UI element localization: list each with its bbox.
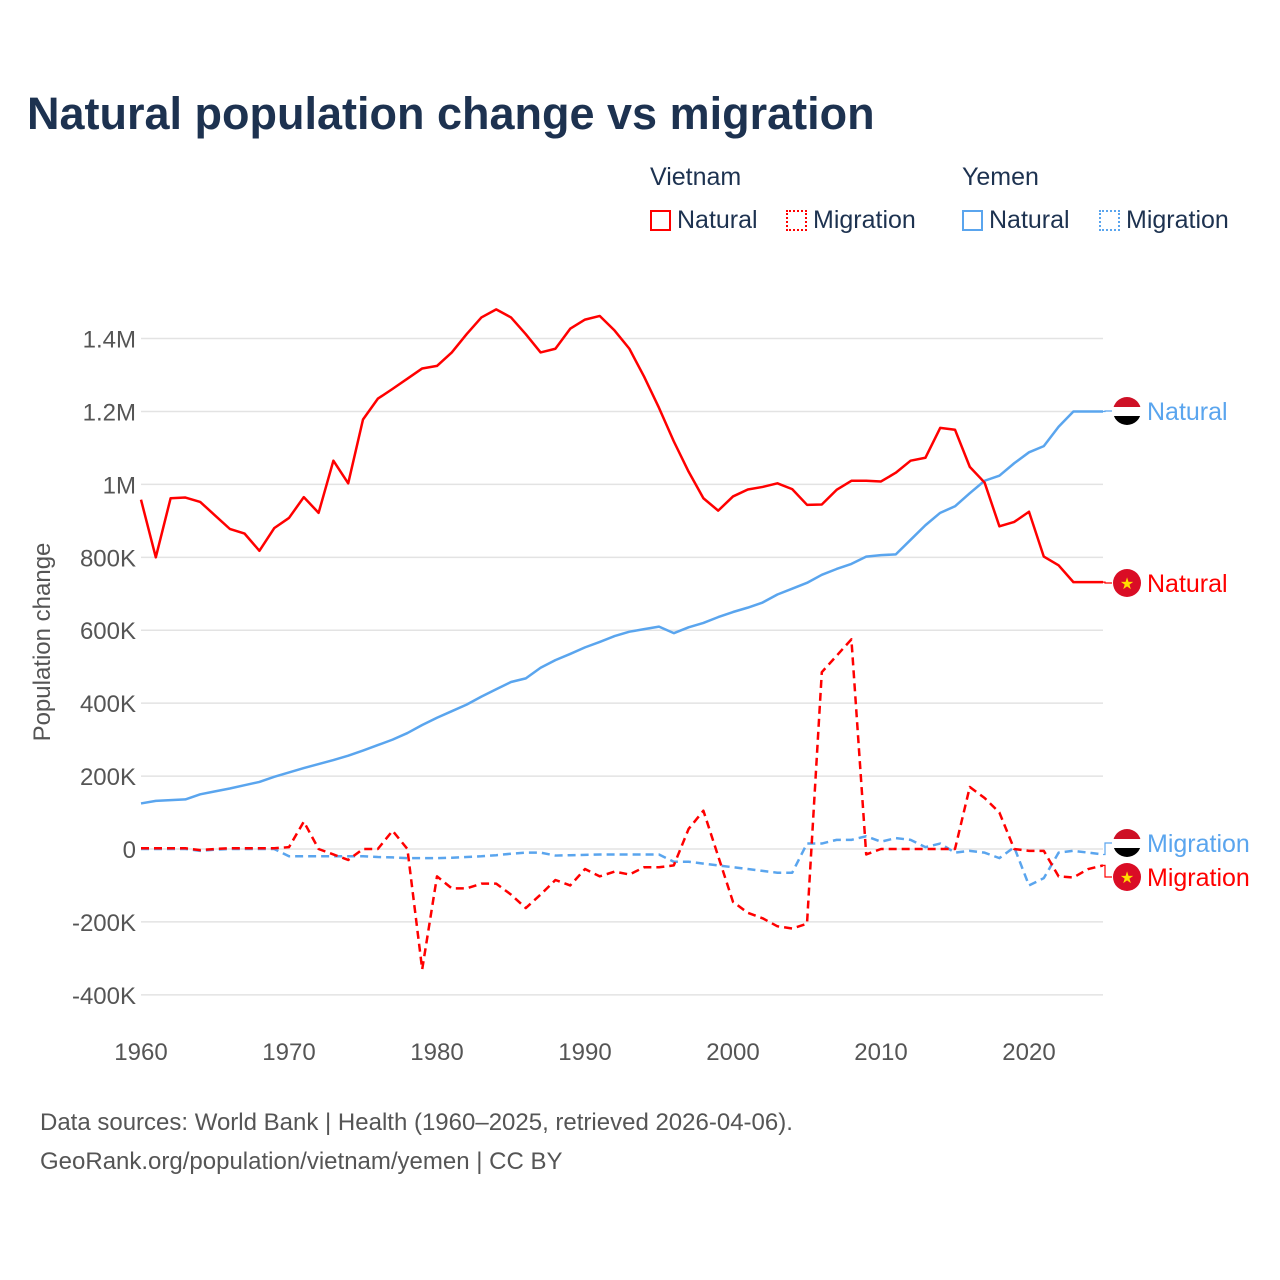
series-line-yemen-natural — [140, 410, 1103, 805]
legend-swatch — [786, 210, 807, 231]
x-tick-label: 2010 — [854, 1039, 907, 1066]
label-connector — [1103, 581, 1112, 584]
star-icon: ★ — [1120, 870, 1134, 887]
y-axis-label: Population change — [29, 543, 56, 742]
footer-url[interactable]: GeoRank.org/population/vietnam/yemen | C… — [40, 1148, 563, 1175]
legend-yemen-migration[interactable]: Migration — [1099, 206, 1229, 235]
label-connector — [1103, 842, 1112, 856]
yemen-flag-stripe — [1113, 839, 1141, 848]
y-tick-label: 200K — [80, 764, 136, 791]
series-end-label: Natural — [1147, 570, 1228, 598]
yemen-flag-icon — [1113, 397, 1141, 407]
legend-swatch — [962, 210, 983, 231]
series-end-label: Migration — [1147, 864, 1250, 892]
y-tick-label: -200K — [72, 910, 136, 937]
series-line-vietnam-migration — [141, 638, 1104, 971]
y-tick-label: -400K — [72, 983, 136, 1010]
legend-group-vietnam: Vietnam — [650, 163, 742, 191]
yemen-flag-icon — [1113, 829, 1141, 839]
vietnam-flag-icon — [1113, 863, 1141, 891]
y-tick-label: 1M — [103, 472, 136, 499]
y-tick-label: 0 — [123, 837, 136, 864]
yemen-flag-stripe — [1113, 848, 1141, 857]
legend-yemen-natural[interactable]: Natural — [962, 206, 1070, 235]
x-tick-label: 1980 — [410, 1039, 463, 1066]
x-tick-label: 1970 — [262, 1039, 315, 1066]
legend-label: Migration — [813, 206, 916, 234]
label-connector — [1103, 864, 1112, 878]
series-end-label: Migration — [1147, 830, 1250, 858]
y-tick-label: 600K — [80, 618, 136, 645]
legend-vietnam-natural[interactable]: Natural — [650, 206, 758, 235]
legend-swatch — [650, 210, 671, 231]
y-tick-label: 1.2M — [83, 399, 136, 426]
y-tick-label: 800K — [80, 545, 136, 572]
yemen-flag-stripe — [1113, 416, 1141, 425]
series-line-yemen-migration — [141, 834, 1104, 887]
legend-group-yemen: Yemen — [962, 163, 1039, 191]
legend-swatch — [1099, 210, 1120, 231]
footer-sources: Data sources: World Bank | Health (1960–… — [40, 1109, 793, 1136]
yemen-flag-stripe — [1113, 407, 1141, 416]
series-line-vietnam-natural — [139, 308, 1103, 584]
series-end-label: Natural — [1147, 398, 1228, 426]
legend-label: Migration — [1126, 206, 1229, 234]
y-tick-label: 400K — [80, 691, 136, 718]
x-tick-label: 2020 — [1002, 1039, 1055, 1066]
x-tick-label: 2000 — [706, 1039, 759, 1066]
legend-label: Natural — [677, 206, 758, 234]
x-tick-label: 1990 — [558, 1039, 611, 1066]
chart-title: Natural population change vs migration — [27, 88, 875, 139]
x-tick-label: 1960 — [114, 1039, 167, 1066]
star-icon: ★ — [1120, 576, 1134, 593]
legend-label: Natural — [989, 206, 1070, 234]
y-tick-label: 1.4M — [83, 327, 136, 354]
legend-vietnam-migration[interactable]: Migration — [786, 206, 916, 235]
vietnam-flag-icon — [1113, 569, 1141, 597]
